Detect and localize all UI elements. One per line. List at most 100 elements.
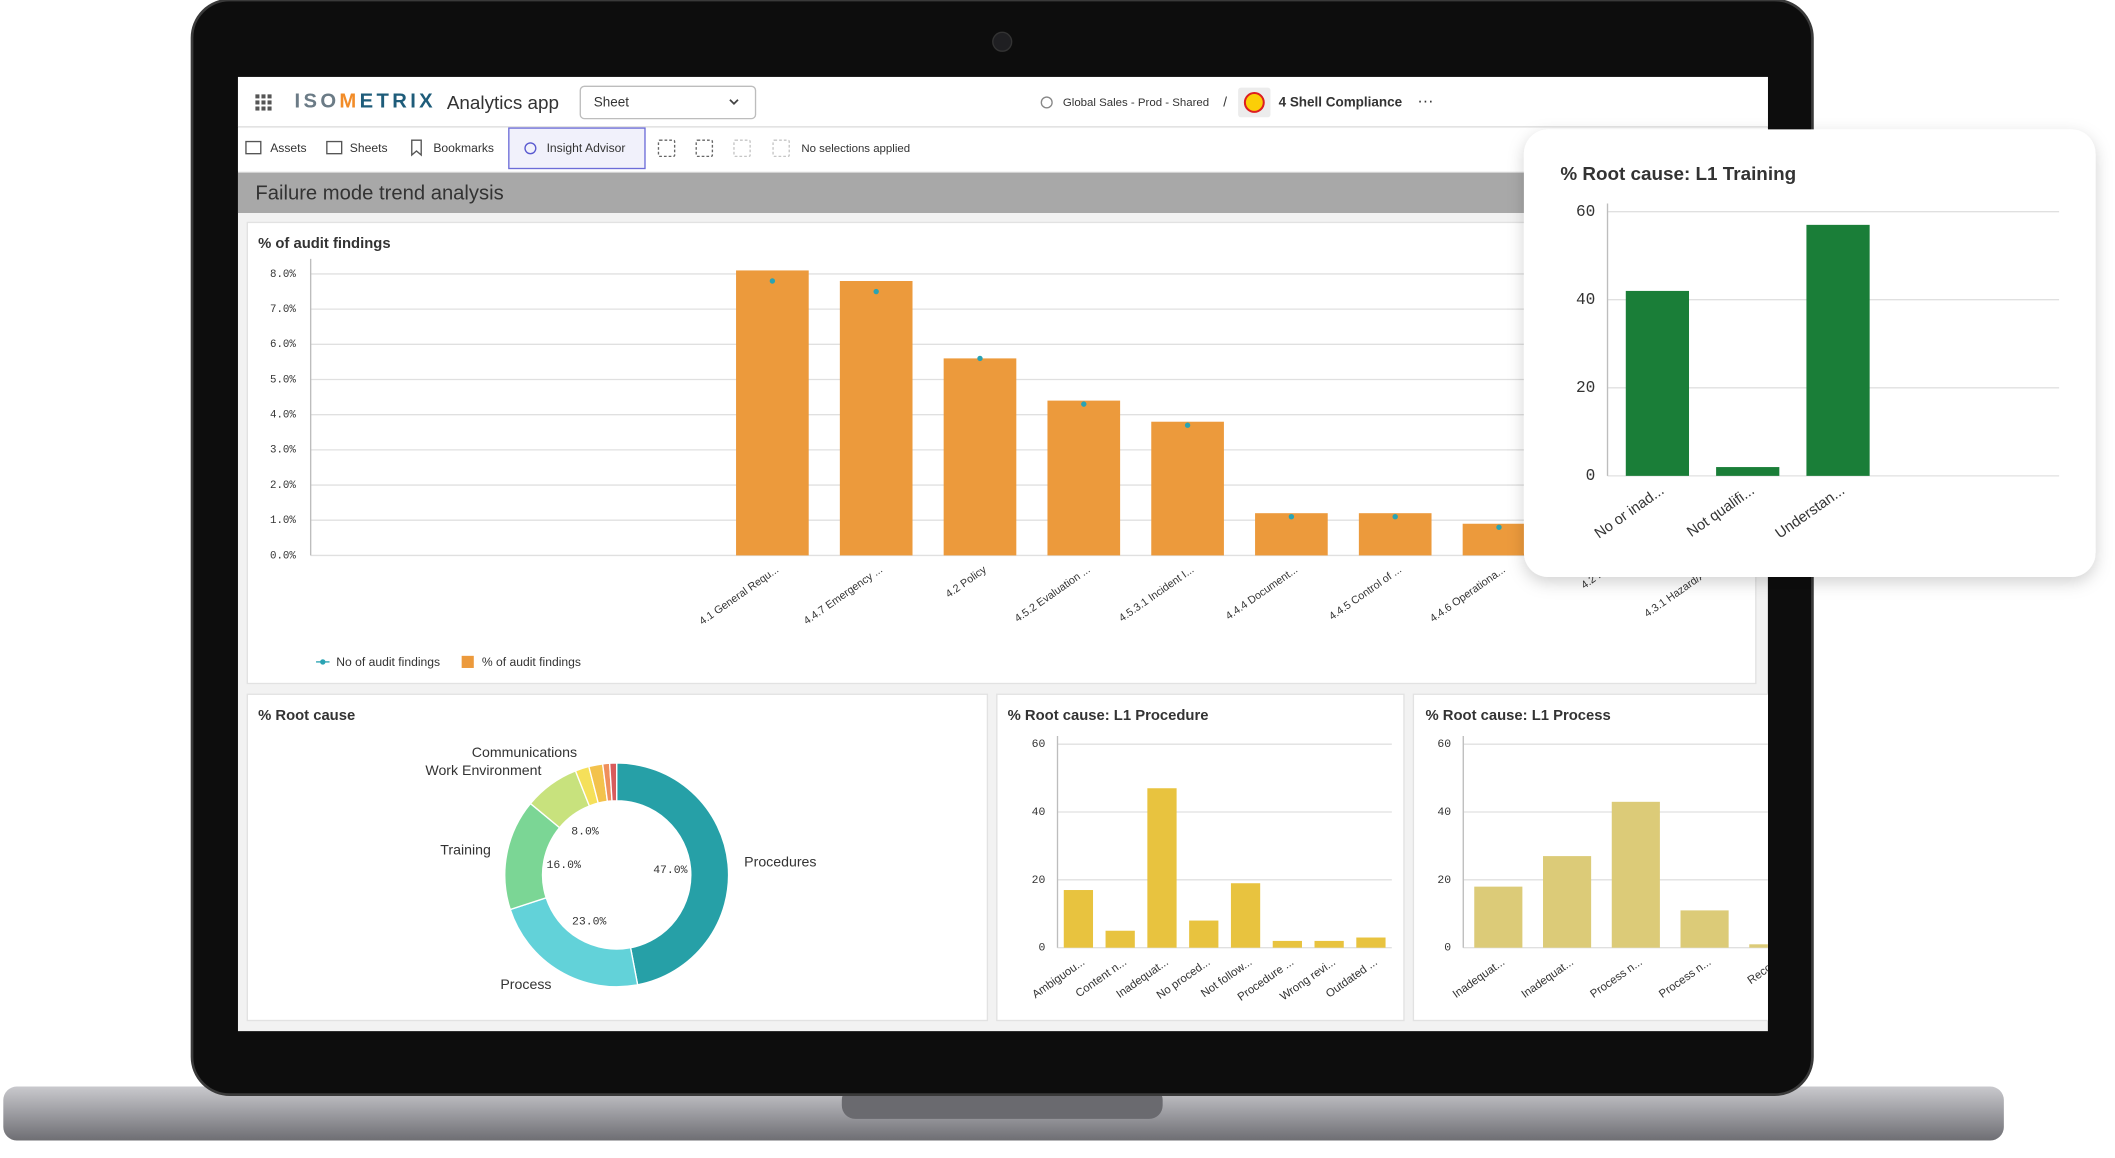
bar <box>1230 883 1261 948</box>
menu-dot <box>255 106 260 111</box>
space-name[interactable]: Global Sales - Prod - Shared <box>1063 97 1209 109</box>
chart-title: % Root cause: L1 Process <box>1426 708 1611 724</box>
bar <box>1314 940 1344 948</box>
chart-title: % Root cause: L1 Training <box>1560 163 1796 184</box>
header-bar <box>237 76 1768 127</box>
y-tick-label: 7.0% <box>270 304 296 316</box>
bar <box>1543 856 1592 948</box>
line-point <box>1184 422 1191 428</box>
assets-icon <box>245 140 262 155</box>
logo-part: ETRIX <box>360 91 436 113</box>
menu-dot <box>255 100 260 105</box>
y-tick-label: 1.0% <box>270 515 296 527</box>
bar <box>1255 513 1328 556</box>
legend-label: No of audit findings <box>336 655 440 669</box>
y-tick-label: 5.0% <box>270 374 296 386</box>
line-point <box>769 278 776 284</box>
insight-icon <box>524 142 537 155</box>
selection-tool-icon[interactable] <box>657 139 676 158</box>
breadcrumb-separator: / <box>1223 95 1227 110</box>
menu-dot <box>267 106 272 111</box>
donut-slice <box>608 762 618 802</box>
selection-tool-icon[interactable] <box>772 139 790 158</box>
shell-logo <box>1243 92 1265 113</box>
y-tick-label: 4.0% <box>270 410 296 422</box>
selection-tool-icon[interactable] <box>695 139 714 158</box>
assets-button[interactable]: Assets <box>270 141 306 155</box>
y-tick-label: 60 <box>1032 738 1046 751</box>
menu-dot <box>267 94 272 99</box>
bar <box>1356 937 1386 948</box>
y-tick-label: 60 <box>1576 203 1595 221</box>
insight-advisor-box[interactable] <box>508 127 646 170</box>
panel <box>996 693 1405 1022</box>
y-tick-label: 0.0% <box>270 550 296 562</box>
menu-dot <box>267 100 272 105</box>
bar <box>1189 920 1219 948</box>
y-tick-label: 40 <box>1437 806 1451 819</box>
slice-name-label: Procedures <box>744 854 816 870</box>
toolbar <box>237 128 1768 172</box>
chart-title: % of audit findings <box>258 236 390 252</box>
bar <box>736 270 809 556</box>
insight-advisor-button[interactable]: Insight Advisor <box>547 141 626 155</box>
line-point <box>977 355 983 362</box>
bookmarks-button[interactable]: Bookmarks <box>433 141 494 155</box>
more-menu[interactable]: ··· <box>1417 92 1433 110</box>
selections-status: No selections applied <box>801 143 910 155</box>
chart-title: % Root cause: L1 Procedure <box>1008 708 1209 724</box>
camera <box>992 31 1013 52</box>
y-tick-label: 0 <box>1038 942 1045 955</box>
logo-part: M <box>339 91 359 113</box>
app-menu-icon[interactable] <box>255 94 272 111</box>
bar <box>1474 886 1523 948</box>
sheet-title-bar <box>237 172 1768 213</box>
app-name[interactable]: 4 Shell Compliance <box>1279 95 1403 110</box>
menu-dot <box>255 94 260 99</box>
y-tick-label: 60 <box>1437 738 1451 751</box>
legend-marker <box>461 655 474 668</box>
y-tick-label: 40 <box>1032 806 1046 819</box>
logo-part: ISO <box>294 91 339 113</box>
bar <box>1272 940 1302 948</box>
donut-slice <box>616 762 730 986</box>
sheet-title: Failure mode trend analysis <box>255 182 503 204</box>
line-point <box>1392 514 1398 520</box>
slice-value-label: 8.0% <box>571 825 599 838</box>
y-tick-label: 0 <box>1444 942 1451 955</box>
slice-name-label: Training <box>440 842 491 858</box>
y-tick-label: 20 <box>1032 874 1046 887</box>
slice-name-label: Work Environment <box>425 762 541 778</box>
bar <box>1047 400 1121 556</box>
bar <box>1358 513 1432 556</box>
menu-dot <box>261 106 266 111</box>
dropdown-chevron <box>729 99 739 106</box>
slice-name-label: Process <box>500 976 551 992</box>
sheet-dropdown[interactable] <box>579 85 757 120</box>
bar <box>943 358 1017 556</box>
chart: % Root cause 47.0% Procedures 23.0% Process 1… <box>258 708 816 992</box>
slice-value-label: 23.0% <box>572 915 606 928</box>
y-tick-label: 2.0% <box>270 480 296 492</box>
bar <box>839 280 913 556</box>
legend-label: % of audit findings <box>482 655 581 669</box>
sheets-button[interactable]: Sheets <box>350 141 388 155</box>
chart-title: % Root cause <box>258 708 355 724</box>
line-point <box>1496 524 1502 530</box>
sheet-dropdown-label[interactable]: Sheet <box>594 95 629 110</box>
app-title: Analytics app <box>447 92 559 113</box>
slice-name-label: Communications <box>472 744 577 760</box>
slice-value-label: 16.0% <box>547 859 581 872</box>
bar <box>1716 467 1780 476</box>
menu-dot <box>261 100 266 105</box>
selection-tool-icon[interactable] <box>733 139 751 158</box>
y-tick-label: 20 <box>1576 379 1595 397</box>
slice-value-label: 47.0% <box>653 864 687 877</box>
y-tick-label: 8.0% <box>270 269 296 281</box>
bar <box>1151 421 1224 556</box>
sheets-icon <box>326 140 343 155</box>
bookmark-icon <box>411 139 422 157</box>
bar <box>1611 801 1660 948</box>
